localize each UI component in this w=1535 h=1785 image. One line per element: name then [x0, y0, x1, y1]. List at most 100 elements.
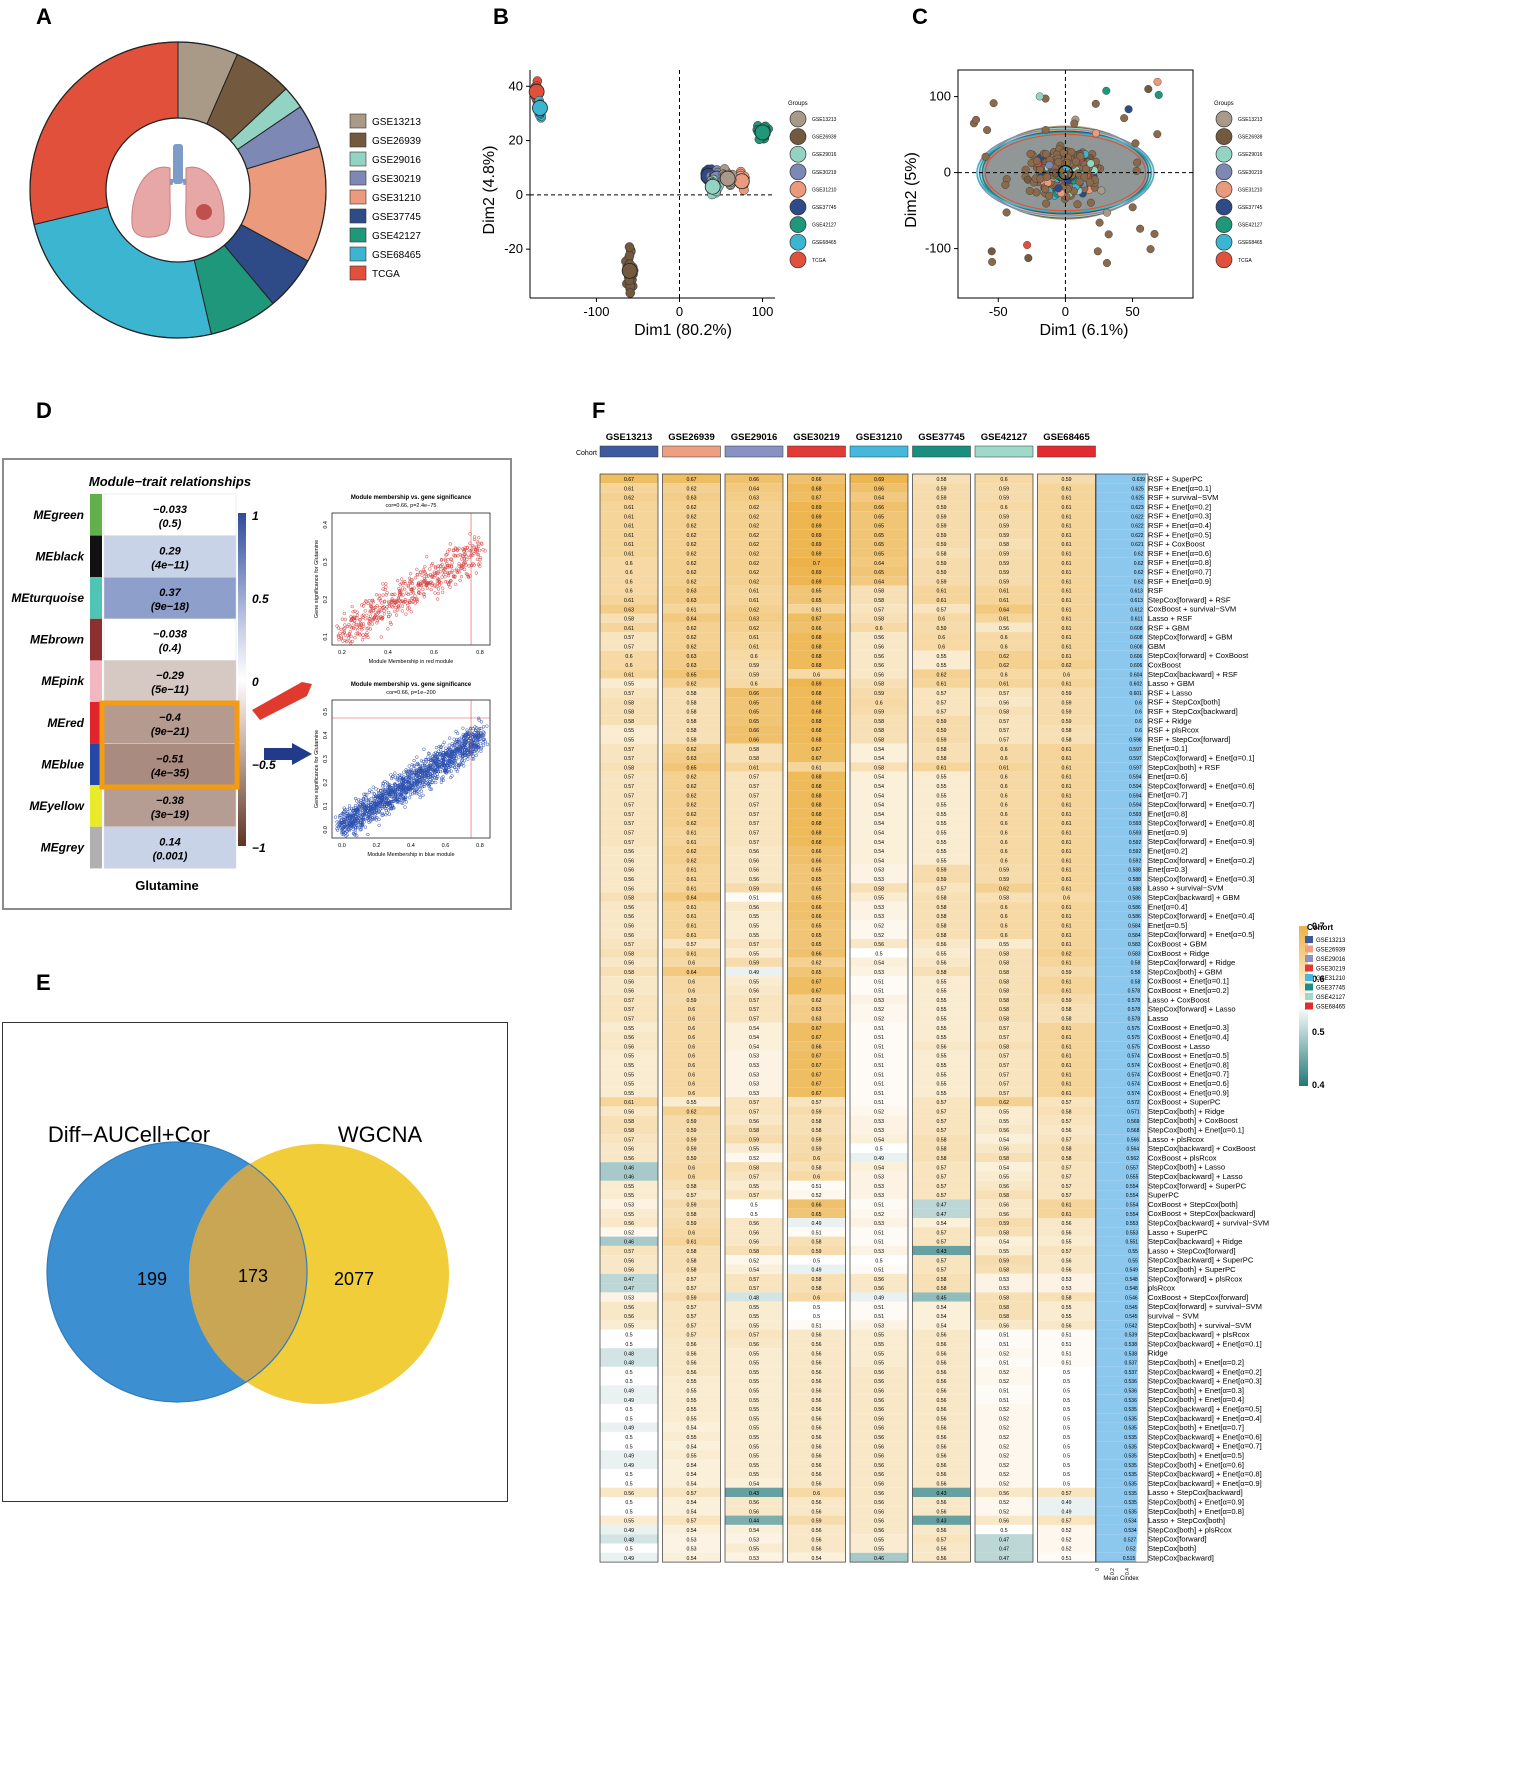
legend-swatch	[1215, 145, 1233, 163]
scatter-point	[450, 569, 454, 573]
heat-cell	[975, 864, 1033, 874]
heat-cell	[725, 957, 783, 967]
heat-cell	[975, 1152, 1033, 1163]
scatter-point	[359, 798, 363, 803]
scatter-subtitle: cor=0.66, p=1e−200	[386, 690, 435, 696]
heat-cell	[975, 790, 1033, 800]
legend-label: GSE31210	[812, 187, 837, 193]
heat-cell-value: 0.56	[624, 1156, 634, 1162]
heat-cell-value: 0.55	[624, 1091, 634, 1097]
mean-bar	[1096, 585, 1144, 595]
heat-cell-value: 0.58	[999, 979, 1009, 985]
heat-cell	[975, 827, 1033, 837]
heat-cell-value: 0.53	[874, 1128, 884, 1134]
heat-cell-value: 0.65	[811, 886, 821, 892]
heat-cell	[725, 855, 783, 865]
scatter-point	[440, 760, 445, 765]
heat-cell-value: 0.57	[686, 1277, 696, 1283]
scatter-point	[358, 823, 363, 827]
heat-cell-value: 0.58	[874, 738, 884, 744]
heat-cell-value: 0.58	[624, 1128, 634, 1134]
heat-cell	[1037, 687, 1096, 698]
heat-cell	[662, 1292, 721, 1302]
scatter-point	[391, 799, 395, 804]
heat-cell-value: 0.62	[686, 747, 696, 753]
heat-cell	[725, 864, 783, 874]
heat-cell	[725, 1152, 783, 1163]
heat-cell	[850, 622, 908, 633]
model-label: StepCox[forward] + survival−SVM	[1148, 1302, 1262, 1311]
heat-cell-value: 0.58	[999, 896, 1009, 902]
mean-value: 0.551	[1126, 1240, 1139, 1246]
heat-cell-value: 0.57	[999, 691, 1009, 697]
heat-cell-value: 0.59	[936, 561, 946, 567]
scatter-point	[423, 571, 427, 575]
heat-cell	[975, 492, 1033, 502]
heat-cell	[600, 771, 658, 781]
scatter-point	[360, 628, 364, 632]
scatter-point	[366, 601, 370, 606]
scatter-point	[475, 741, 479, 745]
heat-cell-value: 0.5	[875, 951, 882, 957]
heat-cell-value: 0.62	[749, 607, 759, 613]
heat-cell-value: 0.52	[999, 1416, 1009, 1422]
heat-cell	[600, 1227, 658, 1237]
heat-cell	[662, 818, 721, 828]
model-label: StepCox[backward] + CoxBoost	[1148, 1144, 1256, 1153]
scatter-point	[462, 736, 466, 740]
scatter-point	[468, 532, 472, 536]
c-point	[1085, 178, 1094, 187]
heat-cell-value: 0.63	[686, 654, 696, 660]
heat-cell-value: 0.64	[686, 970, 696, 976]
heat-cell	[975, 1022, 1033, 1032]
heat-cell-value: 0.58	[936, 914, 946, 920]
heat-cell-value: 0.62	[686, 579, 696, 585]
model-label: Lasso + CoxBoost	[1148, 995, 1211, 1004]
scatter-point	[395, 786, 400, 790]
heat-cell	[912, 929, 971, 939]
model-label: Enet[α=0.7]	[1148, 791, 1187, 800]
mean-value: 0.546	[1125, 1296, 1138, 1302]
cohort-bar-GSE37745	[912, 445, 971, 458]
heat-cell-value: 0.7	[813, 561, 820, 567]
model-label: Lasso	[1148, 1014, 1168, 1023]
heat-cell	[600, 1450, 658, 1460]
heat-cell	[725, 492, 783, 502]
heat-cell	[1037, 622, 1096, 633]
heat-cell	[600, 604, 658, 614]
scatter-point	[372, 805, 377, 809]
c-x-tick: 0	[1062, 304, 1069, 319]
model-label: RSF + StepCox[backward]	[1148, 707, 1238, 716]
scatter-point	[387, 599, 391, 604]
scatter-point	[365, 627, 369, 631]
heat-cell	[850, 706, 908, 716]
mean-bar	[1096, 920, 1142, 930]
heat-cell	[600, 1264, 658, 1274]
heat-cell	[600, 1255, 658, 1265]
scatter-point	[373, 610, 377, 614]
heat-cell	[912, 1199, 971, 1209]
mean-value: 0.588	[1128, 868, 1141, 874]
heat-cell	[912, 1394, 971, 1404]
heat-cell	[662, 1180, 721, 1191]
scatter-point	[424, 554, 429, 559]
heat-cell	[787, 1227, 846, 1237]
heat-cell-value: 0.58	[999, 1193, 1009, 1199]
scatter-point	[407, 776, 411, 780]
scatter-point	[467, 564, 471, 568]
heat-cell-value: 0.61	[999, 765, 1009, 771]
scatter-point	[339, 627, 343, 632]
scatter-point	[434, 761, 438, 765]
heat-cell-value: 0.57	[999, 1063, 1009, 1069]
scatter-point	[341, 831, 346, 835]
heat-cell-value: 0.58	[999, 989, 1009, 995]
heat-cell-value: 0.6	[875, 626, 882, 632]
scatter-point	[463, 733, 467, 738]
scatter-point	[446, 747, 450, 752]
heat-cell-value: 0.67	[811, 1082, 821, 1088]
heat-cell	[787, 669, 846, 679]
mean-bar	[1096, 539, 1145, 549]
heat-cell	[662, 725, 721, 735]
scatter-point	[455, 737, 459, 742]
heat-cell-value: 0.52	[874, 1007, 884, 1013]
